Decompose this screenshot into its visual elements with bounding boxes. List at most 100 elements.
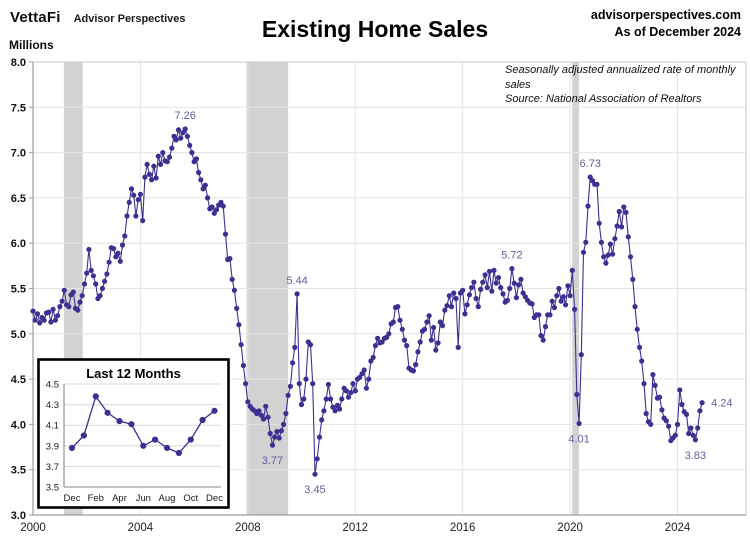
data-point bbox=[348, 390, 354, 396]
data-point bbox=[379, 339, 385, 345]
data-point bbox=[166, 154, 173, 160]
data-point bbox=[193, 156, 199, 162]
data-point bbox=[448, 304, 455, 310]
inset-x-tick-label: Apr bbox=[112, 493, 127, 504]
data-point bbox=[66, 304, 72, 310]
data-point bbox=[683, 411, 690, 417]
x-tick-label: 2020 bbox=[557, 522, 583, 534]
data-point bbox=[169, 145, 175, 151]
data-point bbox=[428, 337, 434, 343]
note-line-1: Seasonally adjusted annualized rate of m… bbox=[505, 64, 736, 91]
data-point bbox=[625, 234, 631, 240]
data-point bbox=[88, 267, 94, 273]
data-point bbox=[386, 331, 392, 337]
data-point bbox=[464, 302, 470, 308]
data-point bbox=[603, 260, 609, 266]
data-point bbox=[540, 337, 546, 343]
data-point bbox=[343, 388, 349, 394]
data-point bbox=[636, 344, 643, 350]
data-point bbox=[688, 425, 694, 431]
data-point bbox=[34, 311, 41, 317]
data-point bbox=[332, 408, 338, 414]
data-point bbox=[471, 279, 477, 285]
data-point bbox=[104, 271, 110, 277]
data-point bbox=[240, 362, 246, 369]
y-tick-label: 8.0 bbox=[11, 57, 26, 69]
data-point bbox=[433, 347, 439, 353]
data-point bbox=[30, 308, 36, 314]
data-point bbox=[256, 408, 262, 414]
x-tick-label: 2000 bbox=[20, 522, 46, 534]
inset-data-point bbox=[140, 442, 147, 449]
data-point bbox=[361, 367, 367, 373]
data-point bbox=[478, 286, 484, 292]
data-point bbox=[422, 326, 428, 332]
data-point bbox=[198, 177, 204, 183]
data-point bbox=[363, 385, 369, 391]
data-point bbox=[469, 285, 475, 291]
note-line-2: Source: National Association of Realtors bbox=[505, 93, 702, 106]
data-point bbox=[314, 456, 320, 462]
inset-x-tick-label: Feb bbox=[88, 493, 104, 504]
inset-x-tick-label: Aug bbox=[159, 493, 176, 504]
y-tick-label: 3.0 bbox=[11, 510, 26, 522]
data-point bbox=[551, 304, 558, 311]
data-point bbox=[598, 239, 605, 245]
y-tick-label: 7.0 bbox=[11, 148, 26, 160]
data-point bbox=[495, 275, 502, 281]
data-point bbox=[410, 368, 416, 374]
data-callout: 7.26 bbox=[174, 110, 195, 122]
data-point bbox=[439, 323, 446, 329]
data-point bbox=[303, 376, 309, 382]
data-point bbox=[486, 268, 493, 274]
data-point bbox=[583, 239, 589, 245]
data-point bbox=[529, 301, 535, 307]
data-point bbox=[401, 337, 408, 343]
data-point bbox=[558, 298, 564, 304]
inset-data-point bbox=[175, 449, 182, 457]
data-point bbox=[222, 231, 229, 237]
data-point bbox=[451, 290, 457, 296]
data-point bbox=[84, 270, 90, 276]
data-point bbox=[513, 295, 520, 301]
page-title: Existing Home Sales bbox=[261, 16, 489, 42]
data-point bbox=[572, 306, 578, 312]
inset-data-point bbox=[80, 432, 87, 439]
inset-data-point bbox=[92, 393, 99, 400]
data-point bbox=[547, 312, 553, 318]
data-point bbox=[307, 342, 314, 348]
data-point bbox=[173, 137, 179, 143]
data-point bbox=[97, 293, 103, 299]
data-point bbox=[574, 391, 580, 398]
y-tick-label: 5.0 bbox=[11, 329, 26, 341]
data-point bbox=[542, 324, 549, 330]
data-point bbox=[413, 362, 419, 368]
data-point bbox=[274, 429, 280, 435]
data-point bbox=[285, 392, 291, 398]
data-point bbox=[126, 199, 132, 205]
data-point bbox=[652, 382, 658, 388]
data-point bbox=[453, 295, 459, 302]
data-point bbox=[281, 421, 287, 427]
data-point bbox=[493, 280, 499, 286]
data-point bbox=[556, 285, 562, 292]
data-point bbox=[209, 204, 215, 210]
data-point bbox=[366, 376, 372, 382]
data-point bbox=[146, 171, 152, 177]
data-point bbox=[390, 319, 396, 325]
data-point bbox=[86, 246, 92, 253]
data-point bbox=[424, 319, 430, 325]
chart-note: Seasonally adjusted annualized rate of m… bbox=[505, 63, 750, 107]
data-point bbox=[695, 425, 701, 431]
data-callout: 4.01 bbox=[568, 433, 589, 445]
data-point bbox=[102, 278, 108, 284]
data-point bbox=[278, 428, 284, 434]
data-point bbox=[283, 410, 289, 417]
data-point bbox=[323, 396, 329, 402]
data-point bbox=[48, 319, 54, 325]
data-point bbox=[491, 267, 497, 273]
data-point bbox=[607, 241, 614, 247]
data-point bbox=[690, 432, 696, 438]
